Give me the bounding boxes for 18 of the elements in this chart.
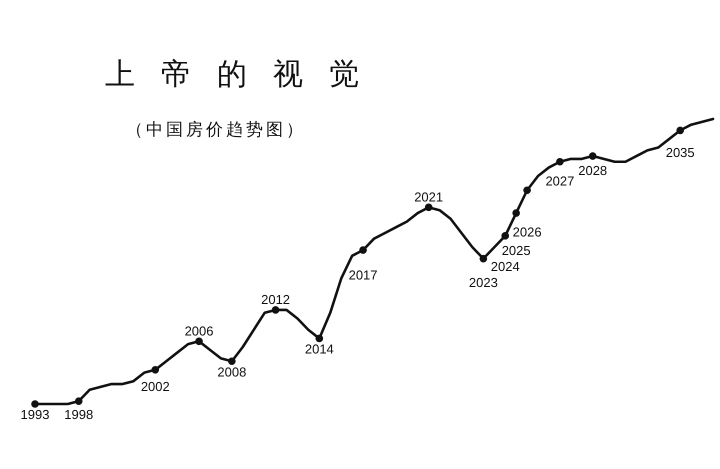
annotation: 2025 bbox=[502, 243, 531, 258]
annotation: 2021 bbox=[414, 189, 444, 204]
annotation: 2035 bbox=[666, 145, 695, 160]
annotation: 2008 bbox=[217, 364, 246, 380]
annotation: 2006 bbox=[184, 323, 214, 338]
annotation: 2028 bbox=[578, 162, 608, 178]
annotation: 2017 bbox=[348, 267, 378, 282]
annotation: 2024 bbox=[490, 259, 520, 274]
annotation: 1998 bbox=[64, 407, 94, 422]
annotation: 1993 bbox=[20, 407, 50, 422]
annotation: 2012 bbox=[261, 292, 290, 307]
annotation: 2002 bbox=[140, 378, 170, 394]
annotation: 2023 bbox=[468, 275, 498, 290]
title: 上帝的视觉 bbox=[105, 58, 385, 91]
annotation: 2026 bbox=[512, 224, 542, 240]
annotation: 2014 bbox=[304, 341, 334, 356]
subtitle: （中国房价趋势图） bbox=[126, 120, 306, 139]
annotation: 2027 bbox=[545, 174, 574, 189]
